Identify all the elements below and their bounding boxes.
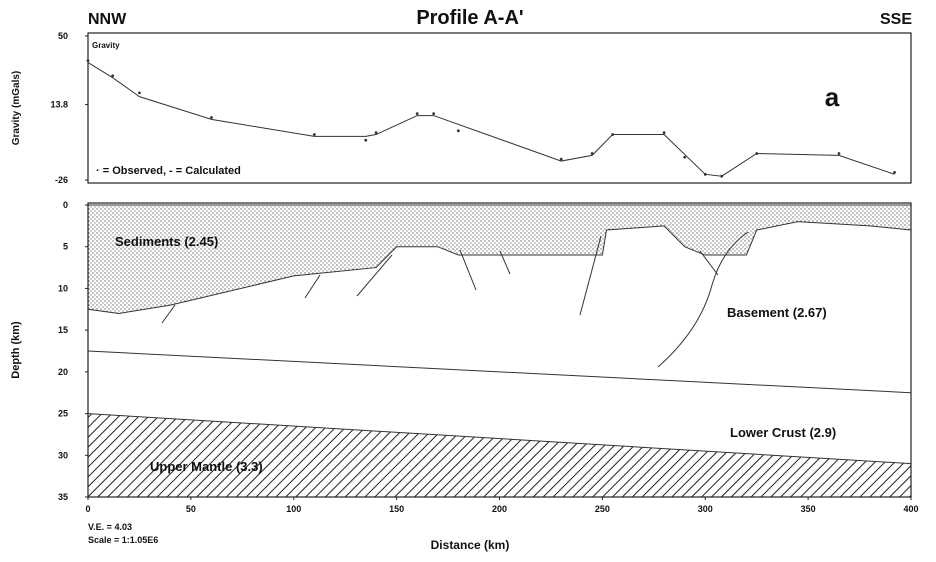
x-axis-label: Distance (km)	[431, 538, 510, 552]
y-tick-label: 25	[58, 409, 68, 419]
fault	[699, 250, 719, 276]
observed-point	[683, 155, 687, 159]
x-tick-label: 400	[903, 504, 918, 514]
observed-point	[312, 133, 316, 136]
chart-title: Profile A-A'	[416, 7, 523, 29]
observed-point	[720, 174, 724, 178]
y-tick-label: 35	[58, 492, 68, 502]
annotation: SSE	[880, 11, 912, 28]
observed-point	[111, 74, 115, 78]
observed-point	[755, 152, 759, 155]
annotation: NNW	[88, 11, 127, 28]
y-tick-label: 20	[58, 367, 68, 377]
faults	[161, 231, 749, 368]
y-tick-label: 5	[63, 242, 68, 252]
gravity-panel: Profile A-A' NNW SSE a Gravity · = Observed, …	[11, 7, 912, 185]
x-tick-label: 100	[286, 504, 301, 514]
layer-boundary	[87, 413, 912, 465]
y-tick-label: 15	[58, 325, 68, 335]
y-tick-label: 10	[58, 283, 68, 293]
x-tick-label: 300	[698, 504, 713, 514]
y-axis-label: Depth (km)	[10, 321, 22, 379]
x-tick-label: 250	[595, 504, 610, 514]
x-tick-label: 50	[186, 504, 196, 514]
observed-point	[559, 157, 563, 161]
observed-point	[456, 129, 460, 133]
x-tick-label: 150	[389, 504, 404, 514]
y-tick-label: 30	[58, 450, 68, 460]
x-tick-label: 0	[85, 504, 90, 514]
fault	[579, 235, 602, 316]
layer-label: Upper Mantle (3.3)	[150, 459, 263, 474]
observed-point	[210, 116, 213, 119]
y-axis-label: Gravity (mGals)	[11, 71, 22, 145]
scale-note: Scale = 1:1.05E6	[88, 535, 158, 545]
layer-label: Basement (2.67)	[727, 305, 827, 320]
annotation: a	[825, 82, 840, 112]
observed-point	[590, 152, 594, 155]
fault	[459, 249, 477, 291]
legend-text: · = Observed, - = Calculated	[96, 165, 241, 177]
observed-point	[415, 112, 419, 116]
fault	[161, 304, 176, 324]
observed-point	[432, 112, 436, 116]
plot-frame	[87, 32, 912, 184]
observed-point	[837, 152, 841, 155]
layer-boundary	[87, 221, 912, 314]
observed-point	[662, 131, 666, 135]
fault	[499, 250, 511, 275]
observed-point	[611, 133, 615, 136]
y-tick-label: 50	[58, 31, 68, 41]
observed-point	[364, 138, 368, 142]
y-tick-label: 0	[63, 200, 68, 210]
layer-fill	[88, 413, 911, 497]
x-tick-label: 350	[801, 504, 816, 514]
observed-point	[374, 131, 378, 135]
y-tick-label: -26	[55, 175, 68, 185]
inset-label: Gravity	[92, 41, 120, 50]
y-tick-label: 13.8	[50, 100, 68, 110]
layer-label: Lower Crust (2.9)	[730, 425, 836, 440]
plot-frame	[87, 202, 912, 498]
layer-boundary	[87, 350, 912, 394]
calculated-line	[87, 62, 895, 177]
observed-point	[703, 172, 707, 176]
observed-point	[86, 59, 90, 63]
scale-note: V.E. = 4.03	[88, 522, 132, 532]
x-tick-label: 200	[492, 504, 507, 514]
fault	[356, 254, 393, 297]
fault	[657, 231, 749, 368]
fault	[304, 274, 321, 299]
observed-point	[138, 91, 141, 95]
layer-label: Sediments (2.45)	[115, 234, 218, 249]
observed-point	[893, 171, 896, 174]
